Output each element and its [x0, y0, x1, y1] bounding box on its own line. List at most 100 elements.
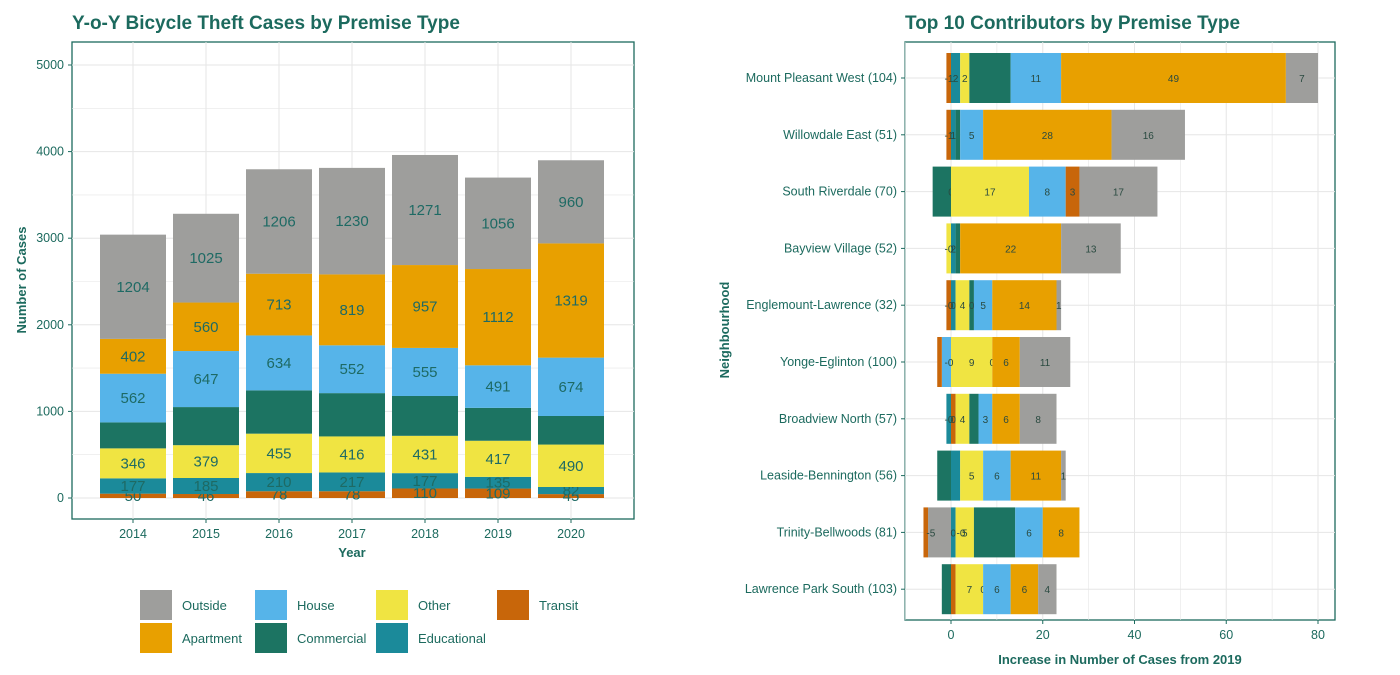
- top10-bar-label: 6: [994, 472, 1000, 483]
- top10-bar-educational: [951, 109, 956, 160]
- yoy-x-tick-label: 2017: [338, 527, 366, 541]
- top10-bar-label: 2: [951, 244, 957, 255]
- top10-bar-label: 4: [1045, 585, 1051, 596]
- top10-x-tick-label: 40: [1128, 628, 1142, 642]
- top10-bar-neg-educational: [946, 393, 951, 444]
- top10-y-tick-label: Trinity-Bellwoods (81): [777, 525, 897, 539]
- top10-bar-label: 11: [1040, 358, 1051, 369]
- yoy-bar-other-2020: [538, 444, 604, 488]
- yoy-bar-apartment-2016: [246, 273, 312, 336]
- yoy-bar-commercial-2015: [173, 407, 239, 446]
- yoy-bar-apartment-2015: [173, 302, 239, 352]
- yoy-bar-house-2018: [392, 347, 458, 396]
- top10-bar-commercial: [973, 507, 1016, 558]
- yoy-bar-transit-2015: [173, 494, 239, 498]
- top10-chart: Top 10 Contributors by Premise Type 2 2 11…: [717, 13, 1336, 667]
- top10-x-axis-title: Increase in Number of Cases from 2019: [998, 652, 1242, 667]
- top10-bar-house: [1015, 507, 1043, 558]
- yoy-bar-educational-2014: [100, 478, 166, 494]
- top10-bar-label: 0: [951, 415, 957, 426]
- yoy-x-ticks: 2014 2015 2016 2017 2018 2019 2020: [119, 519, 585, 541]
- yoy-chart: Y-o-Y Bicycle Theft Cases by Premise Typ…: [14, 13, 635, 560]
- top10-bar-label-small: -0: [945, 244, 954, 255]
- yoy-bar-label: 1206: [262, 213, 295, 230]
- top10-bar-other: [960, 450, 984, 501]
- top10-bar-label-small: -5: [926, 528, 935, 539]
- yoy-bar-label: 1271: [408, 202, 441, 219]
- top10-bar-neg-transit: [946, 280, 951, 331]
- top10-bar-house: [960, 109, 984, 160]
- yoy-bar-educational-2017: [319, 472, 385, 492]
- yoy-bar-label: 417: [485, 451, 510, 468]
- legend-swatch-commercial: [255, 623, 287, 653]
- top10-bar-neg-transit: [923, 507, 929, 558]
- top10-x-tick-label: 0: [948, 628, 955, 642]
- top10-bar-label: 6: [1026, 528, 1032, 539]
- top10-bar-label: 14: [1019, 301, 1031, 312]
- yoy-bar-label: 560: [193, 319, 218, 336]
- legend-swatch-other: [376, 590, 408, 620]
- top10-bar-label: 17: [984, 188, 996, 199]
- yoy-bar-house-2014: [100, 373, 166, 423]
- top10-bar-label: 4: [960, 301, 966, 312]
- yoy-bar-label: 210: [266, 474, 291, 491]
- yoy-bar-label: 957: [412, 298, 437, 315]
- top10-bar-outside: [1038, 564, 1057, 615]
- top10-chart-title: Top 10 Contributors by Premise Type: [905, 13, 1240, 34]
- yoy-bar-label: 1319: [554, 293, 587, 310]
- top10-bar-outside: [1019, 393, 1057, 444]
- top10-y-tick-label: Yonge-Eglinton (100): [780, 355, 897, 369]
- legend-label-outside: Outside: [182, 598, 227, 613]
- yoy-bar-label: 379: [193, 454, 218, 471]
- top10-bar-label-small: -0: [945, 301, 954, 312]
- yoy-bar-outside-2015: [173, 213, 239, 303]
- yoy-bar-transit-2016: [246, 491, 312, 498]
- yoy-bar-other-2016: [246, 433, 312, 474]
- top10-bar-outside: [1019, 337, 1071, 387]
- legend-label-apartment: Apartment: [182, 631, 242, 646]
- yoy-bar-transit-2018: [392, 488, 458, 498]
- yoy-bars: 5017734656240212044618537964756010257821…: [100, 154, 604, 505]
- yoy-bar-label: 416: [339, 446, 364, 463]
- yoy-x-tick-label: 2014: [119, 527, 147, 541]
- top10-bar-outside: [1111, 109, 1185, 160]
- top10-x-ticks: 0 20 40 60 80: [948, 620, 1325, 642]
- yoy-y-axis-title: Number of Cases: [14, 227, 29, 334]
- top10-bar-label: 17: [1113, 188, 1125, 199]
- yoy-bar-other-2018: [392, 435, 458, 474]
- yoy-bar-label: 647: [193, 371, 218, 388]
- top10-bar-apartment: [1061, 53, 1286, 103]
- top10-y-axis-title: Neighbourhood: [717, 282, 732, 379]
- top10-bar-label: 8: [1058, 528, 1064, 539]
- yoy-bar-apartment-2018: [392, 265, 458, 348]
- yoy-bar-outside-2020: [538, 160, 604, 244]
- top10-x-tick-label: 20: [1036, 628, 1050, 642]
- yoy-bar-educational-2018: [392, 473, 458, 489]
- top10-bar-neg-outside: [928, 507, 951, 558]
- yoy-bar-label: 217: [339, 474, 364, 491]
- yoy-bar-house-2019: [465, 365, 531, 408]
- top10-bar-commercial: [969, 280, 974, 331]
- yoy-bar-transit-2020: [538, 494, 604, 498]
- top10-bar-label: 1: [1056, 301, 1062, 312]
- top10-bar-educational: [951, 280, 956, 331]
- yoy-x-tick-label: 2016: [265, 527, 293, 541]
- top10-bar-label: 28: [1042, 131, 1054, 142]
- top10-bar-house: [1028, 166, 1066, 217]
- top10-bar-neg-other: [946, 223, 951, 274]
- yoy-bar-label: 1056: [481, 215, 514, 232]
- legend-label-transit: Transit: [539, 598, 579, 613]
- top10-bar-label: 4: [960, 415, 966, 426]
- yoy-bar-apartment-2017: [319, 274, 385, 346]
- yoy-bar-label: 431: [412, 446, 437, 463]
- yoy-bar-transit-2017: [319, 491, 385, 498]
- yoy-bar-label: 490: [558, 458, 583, 475]
- legend-label-other: Other: [418, 598, 451, 613]
- top10-bar-apartment: [992, 280, 1057, 331]
- top10-bar-label: 3: [983, 415, 989, 426]
- top10-bar-label: 49: [1168, 74, 1180, 85]
- yoy-y-tick-label: 5000: [36, 58, 64, 72]
- top10-bar-label: 5: [969, 131, 975, 142]
- legend-swatch-house: [255, 590, 287, 620]
- top10-bar-label: 8: [1035, 415, 1041, 426]
